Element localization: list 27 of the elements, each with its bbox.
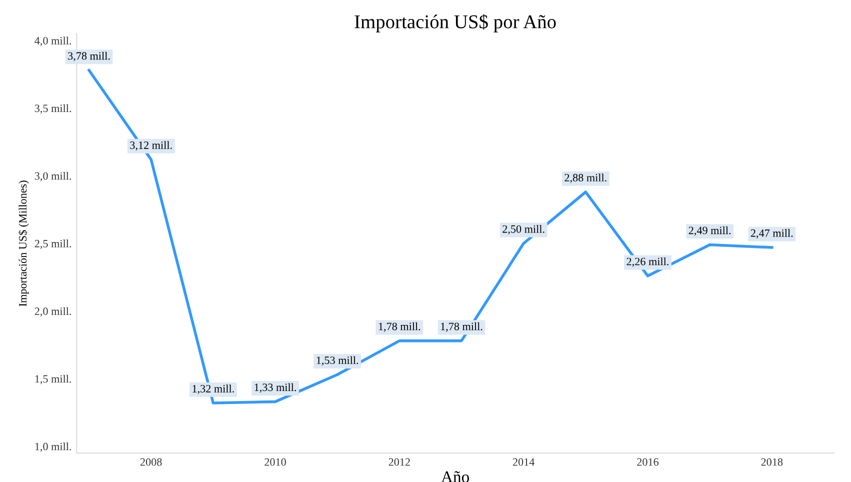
data-label: 2,50 mill. [502,225,544,234]
data-label: 2,47 mill. [750,229,793,238]
y-tick-label: 1,5 mill. [35,374,71,384]
data-label: 3,78 mill. [68,52,110,62]
x-tick-label: 2016 [637,458,659,466]
x-tick-label: 2008 [140,458,162,466]
data-label: 1,33 mill. [254,383,296,393]
y-tick-label: 2,5 mill. [34,240,71,249]
x-tick-label: 2010 [264,458,286,466]
data-label: 1,78 mill. [441,322,482,332]
data-label: 1,32 mill. [192,384,234,394]
y-tick-label: 3,0 mill. [34,172,71,182]
x-tick-label: 2014 [512,458,535,466]
data-label: 2,88 mill. [564,174,606,184]
data-label: 1,53 mill. [316,356,358,366]
x-tick-label: 2012 [388,458,410,466]
y-tick-label: 2,0 mill. [34,307,71,317]
data-label: 3,12 mill. [130,141,172,151]
data-label: 1,78 mill. [378,322,420,332]
y-tick-label: 3,5 mill. [34,104,71,114]
data-label: 2,49 mill. [688,226,731,236]
data-label: 2,26 mill. [626,257,668,267]
x-tick-label: 2018 [761,458,783,466]
y-axis-title: Importación US$ (Millones) [18,180,29,306]
y-tick-label: 4,0 mill. [34,36,71,46]
y-tick-label: 1,0 mill. [35,442,71,452]
chart-title: Importación US$ por Año [354,14,556,32]
